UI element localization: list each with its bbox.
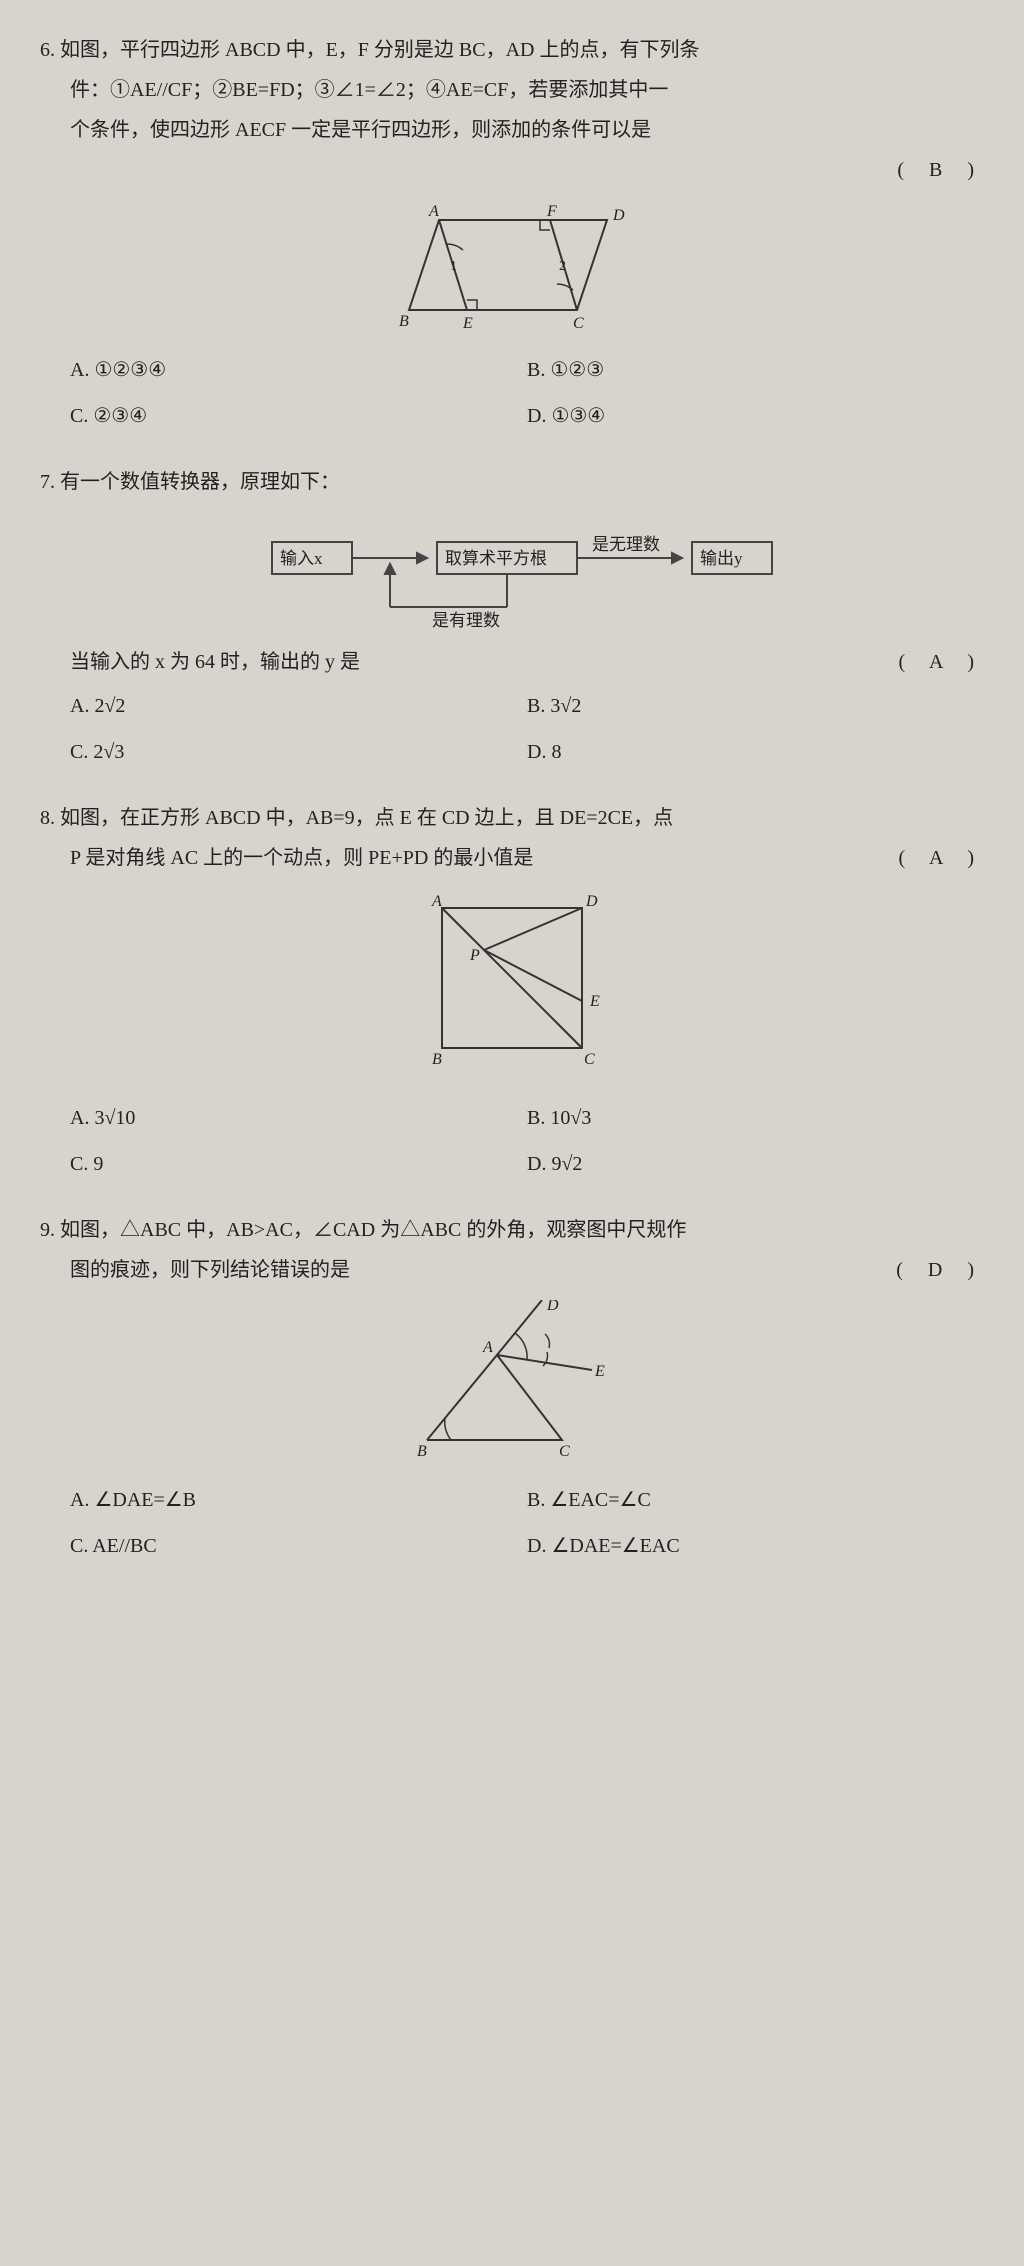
q8-opt-b: B. 10√3 xyxy=(527,1098,984,1138)
q8-figure: A D B C E P xyxy=(40,888,984,1088)
q8-label-E: E xyxy=(589,993,600,1010)
q9-text1: 如图，△ABC 中，AB>AC，∠CAD 为△ABC 的外角，观察图中尺规作 xyxy=(60,1219,686,1241)
q7-flow-irr: 是无理数 xyxy=(592,535,660,554)
q6-figure: A F D B E C 1 2 xyxy=(40,200,984,340)
q8-options: A. 3√10 B. 10√3 C. 9 D. 9√2 xyxy=(70,1098,984,1190)
q6-label-D: D xyxy=(612,207,625,224)
q9-opt-a: A. ∠DAE=∠B xyxy=(70,1480,527,1520)
q7-line: 7. 有一个数值转换器，原理如下： xyxy=(70,462,984,502)
q6-label-E: E xyxy=(462,315,473,332)
q7-opt-d: D. 8 xyxy=(527,732,984,772)
q6-opt-a: A. ①②③④ xyxy=(70,350,527,390)
q7-ask: 当输入的 x 为 64 时，输出的 y 是 xyxy=(70,651,360,673)
question-9: 9. 如图，△ABC 中，AB>AC，∠CAD 为△ABC 的外角，观察图中尺规… xyxy=(40,1210,984,1572)
q8-label-B: B xyxy=(432,1051,442,1068)
q7-flowchart: 输入x 取算术平方根 输出y 是无理数 是有理数 xyxy=(40,512,984,632)
q9-figure: A B C D E xyxy=(40,1300,984,1470)
q6-opt-c: C. ②③④ xyxy=(70,396,527,436)
q9-answer: ( D ) xyxy=(896,1250,984,1290)
q6-label-C: C xyxy=(573,315,584,332)
q6-text1: 如图，平行四边形 ABCD 中，E，F 分别是边 BC，AD 上的点，有下列条 xyxy=(60,39,699,61)
q9-label-E: E xyxy=(594,1363,605,1380)
q6-line1: 6. 如图，平行四边形 ABCD 中，E，F 分别是边 BC，AD 上的点，有下… xyxy=(70,30,984,70)
q8-num: 8. xyxy=(40,807,55,829)
q9-num: 9. xyxy=(40,1219,55,1241)
q6-options: A. ①②③④ B. ①②③ C. ②③④ D. ①③④ xyxy=(70,350,984,442)
q8-label-D: D xyxy=(585,893,598,910)
q9-text2: 图的痕迹，则下列结论错误的是 xyxy=(70,1259,350,1281)
q6-opt-d: D. ①③④ xyxy=(527,396,984,436)
q9-line1: 9. 如图，△ABC 中，AB>AC，∠CAD 为△ABC 的外角，观察图中尺规… xyxy=(70,1210,984,1250)
q7-flow-step: 取算术平方根 xyxy=(445,549,547,568)
q7-flow-rat: 是有理数 xyxy=(432,611,500,630)
q8-label-P: P xyxy=(469,947,480,964)
q7-flow-input: 输入x xyxy=(280,549,323,568)
q9-opt-c: C. AE//BC xyxy=(70,1526,527,1566)
q7-opt-b: B. 3√2 xyxy=(527,686,984,726)
q7-answer: ( A ) xyxy=(898,642,984,682)
q6-label-F: F xyxy=(546,203,557,220)
q6-text2: 件：①AE//CF；②BE=FD；③∠1=∠2；④AE=CF，若要添加其中一 xyxy=(70,70,984,110)
q6-label-B: B xyxy=(399,313,409,330)
q9-label-C: C xyxy=(559,1443,570,1460)
q9-options: A. ∠DAE=∠B B. ∠EAC=∠C C. AE//BC D. ∠DAE=… xyxy=(70,1480,984,1572)
q6-label-A: A xyxy=(428,203,439,220)
q7-options: A. 2√2 B. 3√2 C. 2√3 D. 8 xyxy=(70,686,984,778)
q8-row2: P 是对角线 AC 上的一个动点，则 PE+PD 的最小值是 ( A ) xyxy=(70,838,984,878)
q9-opt-d: D. ∠DAE=∠EAC xyxy=(527,1526,984,1566)
q9-label-A: A xyxy=(482,1339,493,1356)
q8-label-A: A xyxy=(431,893,442,910)
q6-opt-b: B. ①②③ xyxy=(527,350,984,390)
q8-opt-a: A. 3√10 xyxy=(70,1098,527,1138)
q8-text2: P 是对角线 AC 上的一个动点，则 PE+PD 的最小值是 xyxy=(70,847,533,869)
q6-label-1: 1 xyxy=(450,259,457,274)
q6-text3: 个条件，使四边形 AECF 一定是平行四边形，则添加的条件可以是 xyxy=(70,110,984,150)
q6-label-2: 2 xyxy=(559,259,566,274)
q8-answer: ( A ) xyxy=(898,838,984,878)
question-7: 7. 有一个数值转换器，原理如下： 输入x 取算术平方根 xyxy=(40,462,984,778)
q6-answer: ( B ) xyxy=(897,150,984,190)
q7-ask-row: 当输入的 x 为 64 时，输出的 y 是 ( A ) xyxy=(70,642,984,682)
question-8: 8. 如图，在正方形 ABCD 中，AB=9，点 E 在 CD 边上，且 DE=… xyxy=(40,798,984,1190)
q8-text1: 如图，在正方形 ABCD 中，AB=9，点 E 在 CD 边上，且 DE=2CE… xyxy=(60,807,673,829)
q7-opt-c: C. 2√3 xyxy=(70,732,527,772)
q8-label-C: C xyxy=(584,1051,595,1068)
q9-row2: 图的痕迹，则下列结论错误的是 ( D ) xyxy=(70,1250,984,1290)
q6-num: 6. xyxy=(40,39,55,61)
q8-opt-d: D. 9√2 xyxy=(527,1144,984,1184)
q7-intro: 有一个数值转换器，原理如下： xyxy=(60,471,340,493)
q7-num: 7. xyxy=(40,471,55,493)
q9-label-D: D xyxy=(546,1300,559,1314)
q9-opt-b: B. ∠EAC=∠C xyxy=(527,1480,984,1520)
q9-label-B: B xyxy=(417,1443,427,1460)
q8-line1: 8. 如图，在正方形 ABCD 中，AB=9，点 E 在 CD 边上，且 DE=… xyxy=(70,798,984,838)
q8-opt-c: C. 9 xyxy=(70,1144,527,1184)
q7-opt-a: A. 2√2 xyxy=(70,686,527,726)
q7-flow-out: 输出y xyxy=(700,549,743,568)
question-6: 6. 如图，平行四边形 ABCD 中，E，F 分别是边 BC，AD 上的点，有下… xyxy=(40,30,984,442)
